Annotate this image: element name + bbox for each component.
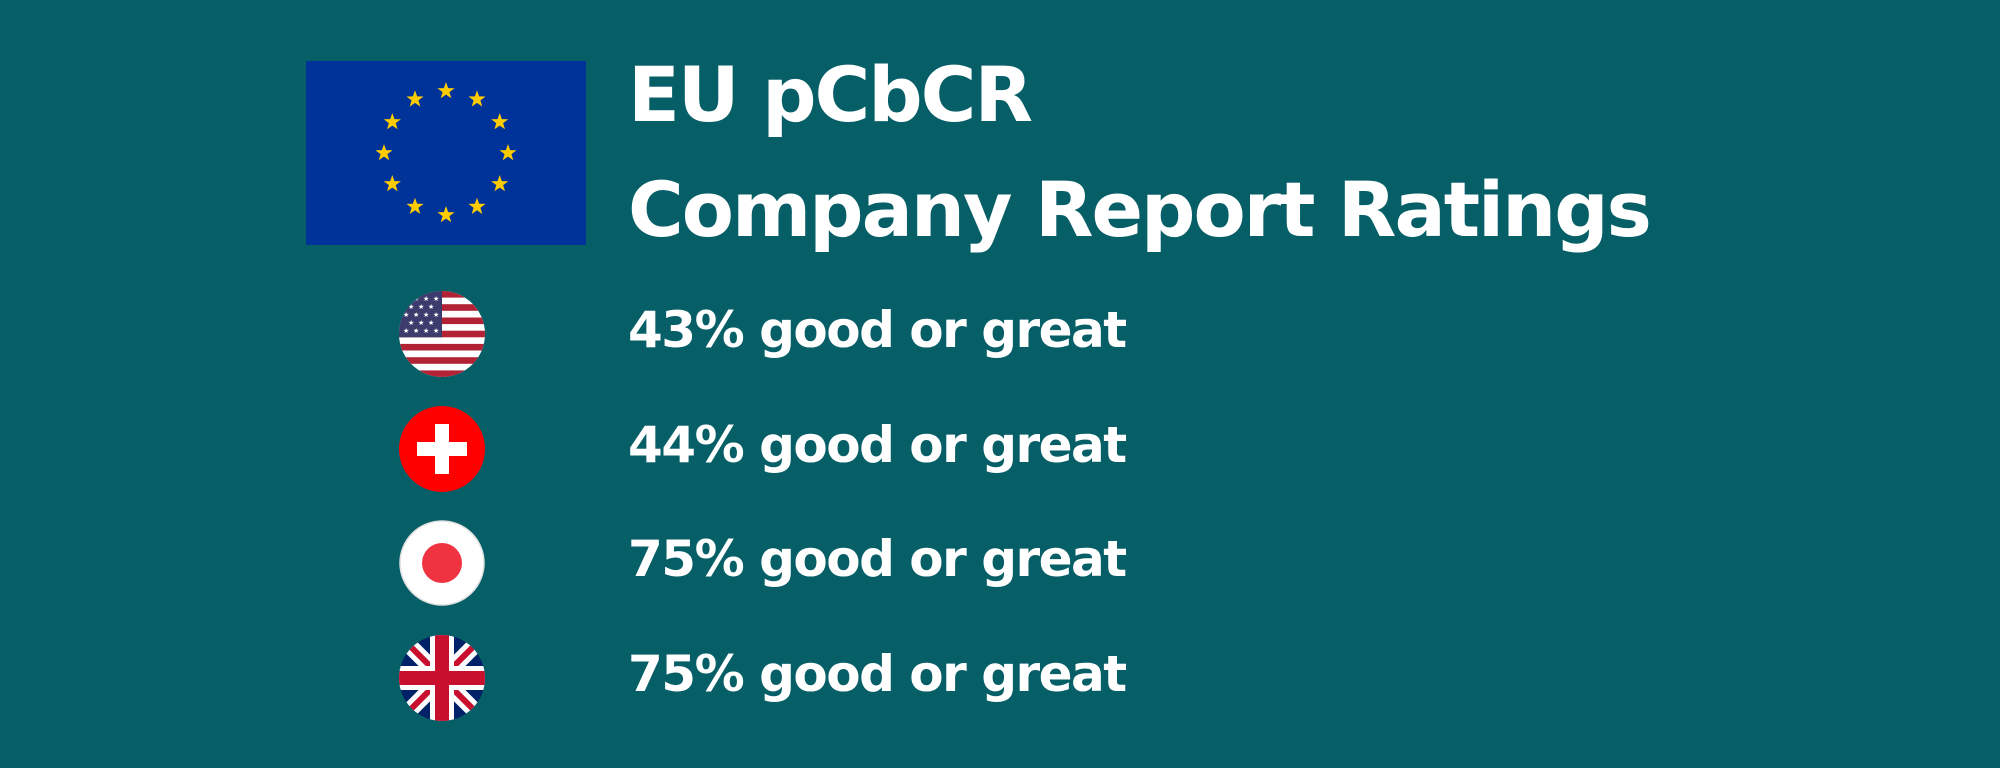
eu-star-icon (383, 175, 401, 192)
svg-text:★: ★ (433, 295, 439, 303)
eu-star-icon (406, 197, 424, 214)
svg-text:★: ★ (423, 327, 429, 335)
rating-row-uk: 75% good or great (0, 635, 2000, 725)
eu-star-icon (406, 90, 424, 107)
rating-row-us: ★ ★ ★ ★ ★ ★ ★ ★ ★ ★ ★ ★ ★ ★ ★ ★ ★ ★ 43% good or great (0, 291, 2000, 381)
eu-flag-icon (306, 61, 586, 245)
eu-star-icon (375, 144, 393, 161)
svg-text:★: ★ (408, 303, 414, 311)
svg-text:★: ★ (423, 311, 429, 319)
eu-star-icon (491, 113, 509, 130)
eu-star-icon (499, 144, 517, 161)
rating-text-switzerland: 44% good or great (628, 416, 1127, 474)
page-title: EU pCbCR (628, 50, 1033, 139)
eu-star-icon (383, 113, 401, 130)
svg-text:★: ★ (423, 295, 429, 303)
rating-row-japan: 75% good or great (0, 520, 2000, 610)
svg-text:★: ★ (403, 327, 409, 335)
uk-flag-icon (399, 635, 485, 721)
svg-text:★: ★ (413, 295, 419, 303)
us-flag-icon: ★ ★ ★ ★ ★ ★ ★ ★ ★ ★ ★ ★ ★ ★ ★ ★ ★ ★ (399, 291, 485, 377)
svg-text:★: ★ (433, 327, 439, 335)
rating-text-us: 43% good or great (628, 301, 1127, 359)
eu-star-icon (491, 175, 509, 192)
eu-star-icon (468, 90, 486, 107)
eu-star-icon (437, 206, 455, 223)
japan-flag-icon (399, 520, 485, 606)
rating-text-uk: 75% good or great (628, 645, 1127, 703)
svg-text:★: ★ (408, 319, 414, 327)
svg-text:★: ★ (433, 311, 439, 319)
eu-star-icon (468, 197, 486, 214)
svg-text:★: ★ (413, 311, 419, 319)
page-subtitle: Company Report Ratings (628, 165, 1652, 254)
rating-text-japan: 75% good or great (628, 530, 1127, 588)
svg-text:★: ★ (403, 295, 409, 303)
svg-text:★: ★ (428, 319, 434, 327)
swiss-flag-icon (399, 406, 485, 492)
rating-row-switzerland: 44% good or great (0, 406, 2000, 496)
eu-star-icon (437, 82, 455, 99)
svg-text:★: ★ (418, 303, 424, 311)
svg-text:★: ★ (418, 319, 424, 327)
svg-text:★: ★ (413, 327, 419, 335)
svg-text:★: ★ (403, 311, 409, 319)
svg-text:★: ★ (428, 303, 434, 311)
